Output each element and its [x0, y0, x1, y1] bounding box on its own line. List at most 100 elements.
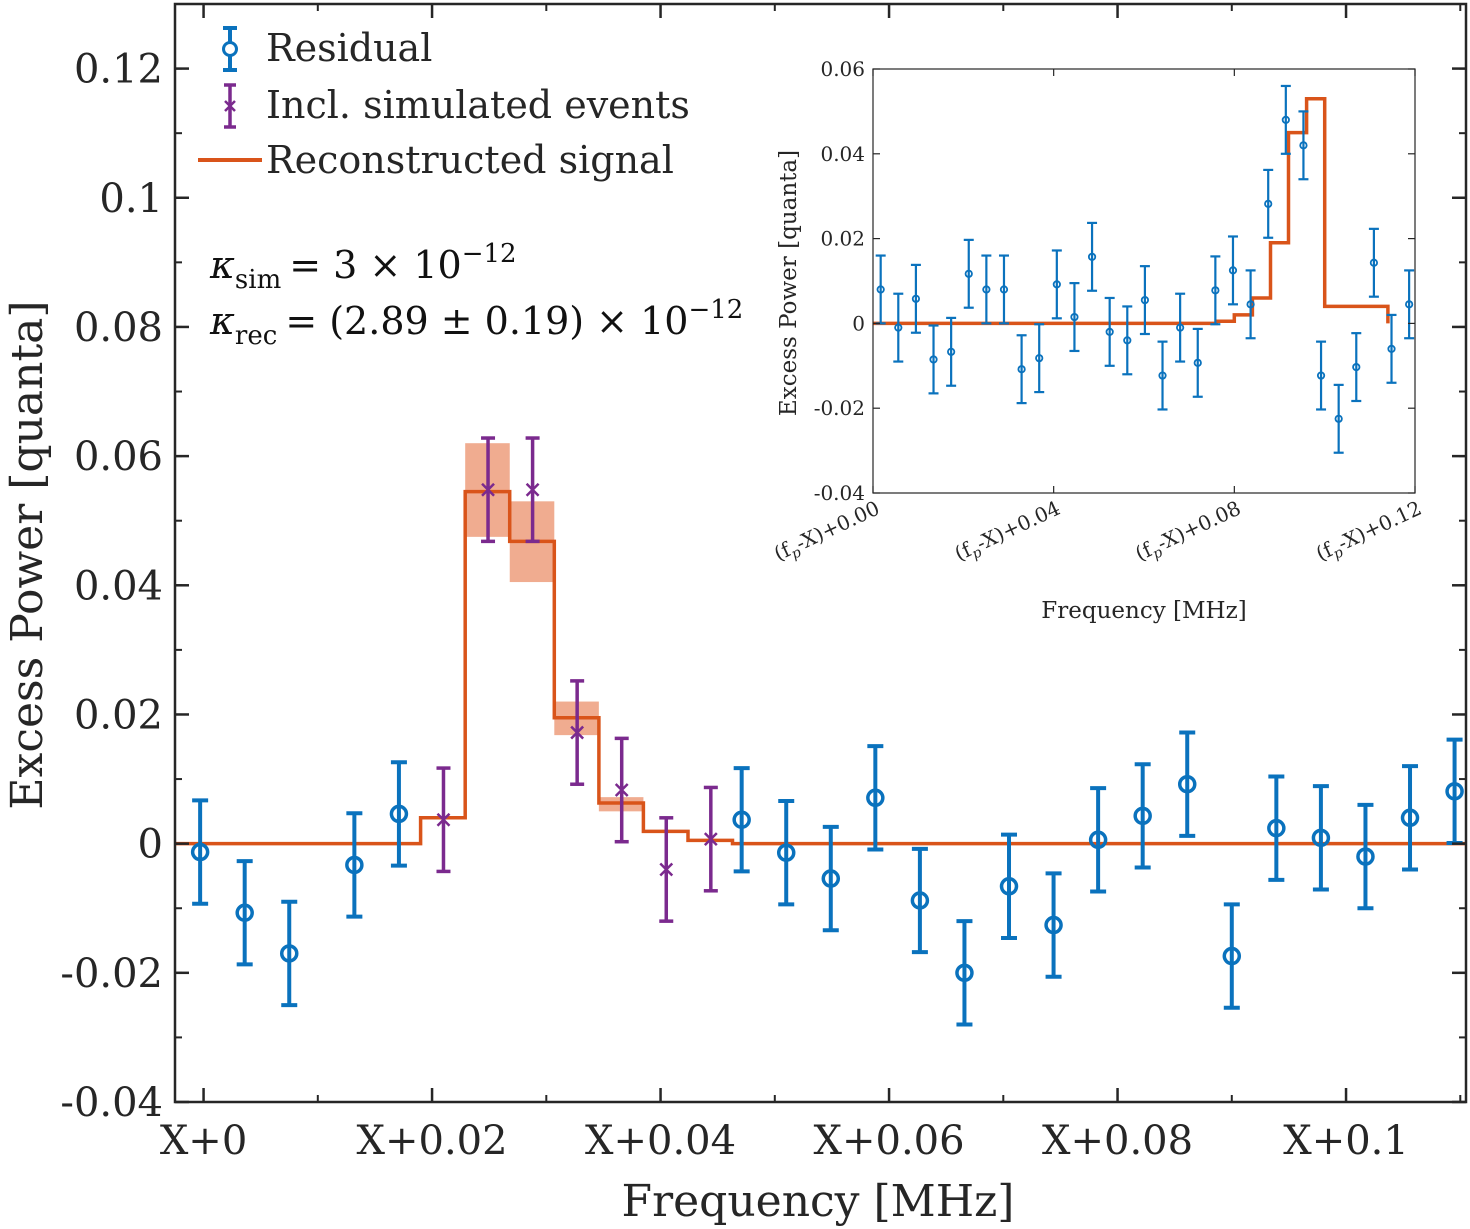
x-tick-label: X+0.06	[814, 1118, 965, 1164]
circle-marker	[1088, 830, 1108, 850]
inset-circle-marker	[894, 323, 903, 332]
residual-point	[279, 899, 299, 1008]
circle-marker	[1177, 774, 1197, 794]
circle-marker	[1400, 808, 1420, 828]
circle-marker	[1222, 946, 1242, 966]
inset-circle-marker	[999, 285, 1009, 294]
inset-residual-point	[893, 292, 904, 363]
residual-point	[955, 919, 974, 1027]
residual-point	[1356, 802, 1375, 911]
inset-circle-marker	[1193, 358, 1202, 367]
inset-circle-marker	[876, 285, 885, 294]
x-tick-label: X+0.02	[357, 1118, 508, 1164]
y-tick-label: 0	[138, 822, 163, 868]
circle-marker	[190, 842, 210, 862]
inset-x-tick-label: (fp-X)+0.04	[951, 496, 1066, 569]
kappa-rec-sub: rec	[235, 321, 277, 351]
y-tick-label: 0.08	[74, 305, 163, 351]
simulated-point	[525, 436, 540, 544]
x-marker	[436, 812, 451, 827]
kappa-sim-rhs: = 3 × 10	[289, 243, 461, 287]
inset-residual-point	[1386, 313, 1397, 384]
circle-marker	[776, 843, 796, 862]
inset-circle-marker	[1316, 371, 1326, 380]
kappa-rec-annotation: κrec = (2.89 ± 0.19) × 10−12	[209, 295, 743, 351]
inset-circle-marker	[1352, 362, 1361, 372]
residual-point	[1088, 786, 1108, 894]
inset-circle-marker	[1334, 414, 1343, 423]
residual-point	[1044, 871, 1063, 979]
inset-circle-marker	[1405, 300, 1414, 309]
legend-simulated-label: Incl. simulated events	[266, 83, 690, 127]
inset-residual-point	[1298, 110, 1309, 181]
residual-point	[776, 799, 796, 907]
inset-residual-point	[1316, 340, 1327, 411]
residual-point	[866, 744, 885, 852]
inset-residual-point	[981, 254, 992, 325]
residual-point	[732, 766, 751, 874]
circle-marker	[1311, 828, 1331, 848]
y-tick-label: -0.02	[60, 951, 163, 997]
main-residual-series	[190, 730, 1464, 1027]
inset-x-tick-label: (fp-X)+0.08	[1131, 496, 1246, 569]
main-plot-frame	[173, 2, 1468, 1104]
y-tick-label: 0.02	[74, 692, 163, 738]
main-simulated-series	[436, 436, 718, 923]
inset-residual-series	[875, 84, 1415, 454]
circle-marker	[821, 869, 841, 888]
x-marker	[703, 832, 718, 847]
residual-point	[910, 846, 930, 955]
kappa-sim-annotation: κsim = 3 × 10−12	[209, 239, 517, 295]
residual-point	[1133, 762, 1152, 870]
circle-marker	[279, 944, 299, 963]
x-marker	[614, 783, 629, 797]
residual-point	[1400, 764, 1420, 872]
residual-point	[389, 760, 409, 868]
circle-marker	[1133, 806, 1152, 826]
kappa-rec-exp: −12	[688, 295, 743, 325]
simulated-point	[436, 766, 451, 874]
residual-point	[1177, 730, 1197, 838]
residual-point	[345, 811, 364, 919]
residual-point	[235, 859, 254, 967]
residual-point	[1222, 902, 1242, 1010]
inset-residual-point	[928, 324, 939, 395]
inset-residual-point	[1333, 383, 1344, 454]
inset-residual-point	[1227, 235, 1238, 306]
legend-sim-x	[224, 100, 236, 112]
inset-circle-marker	[1017, 365, 1026, 374]
inset-circle-marker	[911, 294, 921, 303]
inset-circle-marker	[1123, 336, 1132, 345]
inset-residual-point	[1051, 249, 1062, 320]
inset-residual-point	[1368, 227, 1379, 298]
circle-marker	[345, 855, 364, 875]
inset-x-axis-label: Frequency [MHz]	[1041, 598, 1246, 624]
inset-circle-marker	[1052, 280, 1061, 289]
legend-simulated-marker	[224, 83, 236, 129]
inset-residual-point	[1157, 340, 1168, 411]
x-tick-label: X+0	[160, 1118, 247, 1164]
inset-circle-marker	[1087, 252, 1097, 261]
inset-residual-point	[1280, 84, 1291, 155]
x-marker	[570, 725, 585, 740]
legend: Residual Incl. simulated events Reconstr…	[198, 26, 690, 182]
x-tick-label: X+0.08	[1042, 1118, 1193, 1164]
inset-residual-point	[1139, 265, 1150, 336]
inset-circle-marker	[1158, 371, 1167, 380]
inset-y-axis-label: Excess Power [quanta]	[776, 150, 802, 416]
kappa-rec-symbol: κ	[209, 299, 235, 343]
inset-x-tick-label: (fp-X)+0.12	[1312, 496, 1427, 569]
inset-residual-point	[1122, 305, 1133, 376]
circle-marker	[999, 877, 1019, 896]
inset-y-tick-label: -0.04	[814, 481, 865, 505]
circle-marker	[389, 804, 409, 824]
inset-circle-marker	[1246, 300, 1255, 309]
inset-y-tick-label: -0.02	[814, 396, 865, 420]
y-tick-label: 0.06	[74, 434, 163, 480]
inset-circle-marker	[1176, 323, 1185, 332]
main-y-axis-label: Excess Power [quanta]	[2, 300, 53, 809]
inset-y-tick-label: 0	[852, 311, 865, 335]
inset-y-tick-label: 0.06	[820, 57, 865, 81]
inset-circle-marker	[1369, 258, 1378, 267]
